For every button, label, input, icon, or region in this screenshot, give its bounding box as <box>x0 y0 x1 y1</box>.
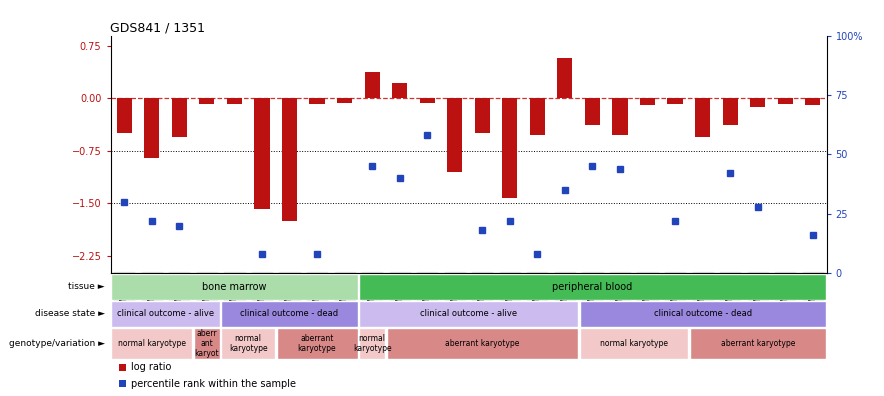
Bar <box>111 301 220 326</box>
Text: disease state ►: disease state ► <box>34 309 105 318</box>
Text: clinical outcome - alive: clinical outcome - alive <box>420 309 517 318</box>
Text: bone marrow: bone marrow <box>202 282 267 291</box>
Bar <box>613 99 628 135</box>
Bar <box>530 99 545 135</box>
Bar <box>199 99 215 104</box>
Text: clinical outcome - dead: clinical outcome - dead <box>240 309 339 318</box>
Bar <box>640 99 655 105</box>
Bar <box>585 99 600 125</box>
Bar <box>392 83 408 99</box>
Text: aberrant
karyotype: aberrant karyotype <box>298 334 337 353</box>
Bar <box>282 99 297 221</box>
Bar <box>751 99 766 107</box>
Bar <box>475 99 490 133</box>
Bar <box>805 99 820 105</box>
Bar <box>194 328 220 360</box>
Bar <box>309 99 324 104</box>
Bar <box>337 99 352 103</box>
Text: GDS841 / 1351: GDS841 / 1351 <box>110 21 205 34</box>
Bar <box>111 328 193 360</box>
Bar <box>364 72 380 99</box>
Text: normal
karyotype: normal karyotype <box>229 334 268 353</box>
Bar <box>580 328 688 360</box>
Text: normal karyotype: normal karyotype <box>599 339 667 348</box>
Bar <box>359 328 385 360</box>
Text: normal
karyotype: normal karyotype <box>353 334 392 353</box>
Bar <box>557 58 573 99</box>
Bar <box>255 99 270 209</box>
Bar <box>667 99 682 104</box>
Text: tissue ►: tissue ► <box>68 282 105 291</box>
Bar <box>695 99 710 137</box>
Bar <box>222 301 357 326</box>
Bar <box>144 99 159 158</box>
Bar <box>118 380 126 387</box>
Bar <box>359 301 578 326</box>
Bar <box>227 99 242 104</box>
Bar <box>111 274 357 299</box>
Bar <box>722 99 738 125</box>
Bar <box>386 328 578 360</box>
Bar <box>171 99 187 137</box>
Bar <box>690 328 826 360</box>
Text: clinical outcome - alive: clinical outcome - alive <box>117 309 214 318</box>
Bar <box>580 301 826 326</box>
Text: aberr
ant
karyot: aberr ant karyot <box>194 329 219 358</box>
Text: genotype/variation ►: genotype/variation ► <box>9 339 105 348</box>
Bar <box>502 99 517 198</box>
Bar <box>447 99 462 172</box>
Text: normal karyotype: normal karyotype <box>118 339 186 348</box>
Bar <box>277 328 357 360</box>
Bar <box>420 99 435 103</box>
Bar <box>778 99 793 104</box>
Text: peripheral blood: peripheral blood <box>552 282 633 291</box>
Text: aberrant karyotype: aberrant karyotype <box>720 339 795 348</box>
Bar <box>118 364 126 371</box>
Text: aberrant karyotype: aberrant karyotype <box>446 339 520 348</box>
Bar <box>359 274 826 299</box>
Bar <box>222 328 275 360</box>
Text: clinical outcome - dead: clinical outcome - dead <box>653 309 751 318</box>
Text: log ratio: log ratio <box>131 362 171 372</box>
Bar <box>117 99 132 133</box>
Text: percentile rank within the sample: percentile rank within the sample <box>131 379 296 389</box>
